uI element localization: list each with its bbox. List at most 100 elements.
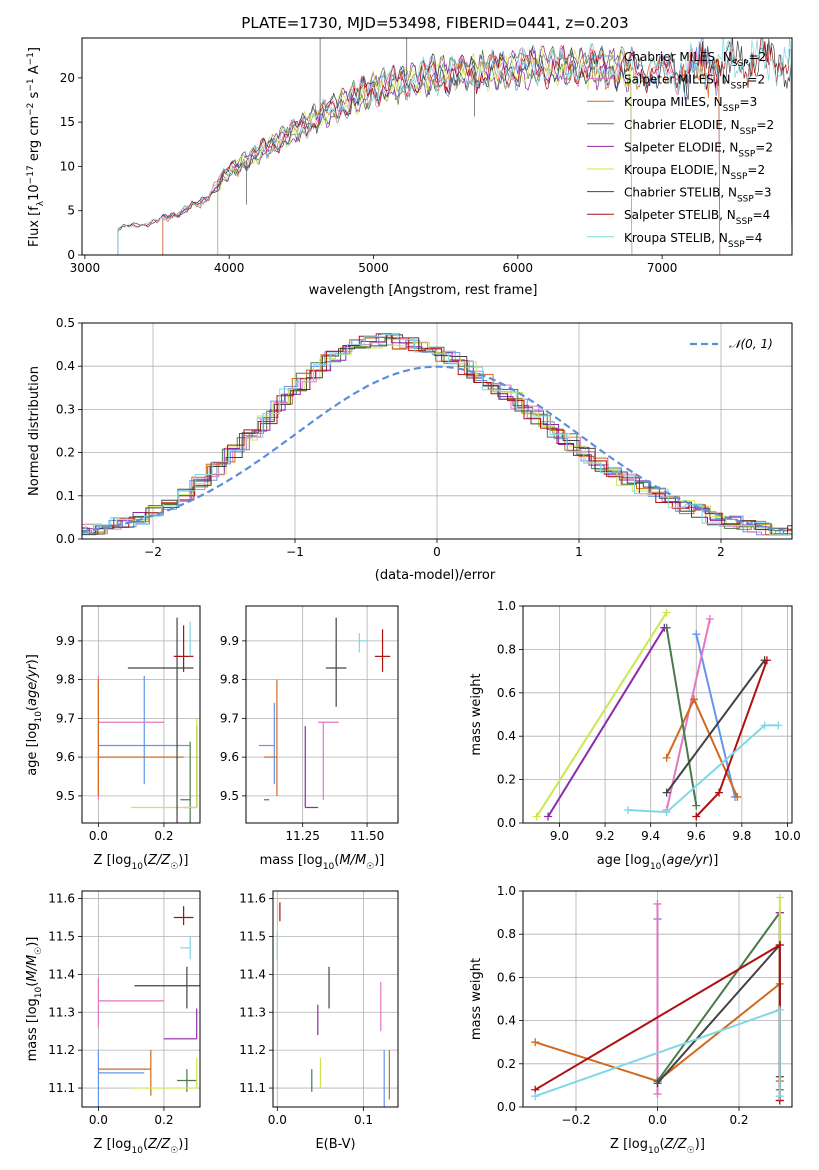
histogram-line: [82, 335, 792, 536]
y-tick-label: 1.0: [497, 599, 516, 613]
x-tick-label: 9.0: [550, 829, 569, 843]
y-tick-label: 11.3: [239, 1005, 266, 1019]
label-part: Flux [f: [27, 206, 42, 247]
y-tick-label: 9.8: [56, 673, 75, 687]
x-tick-label: 0.2: [729, 1113, 748, 1127]
x-tick-label: 6000: [503, 261, 534, 275]
label-part: =2: [749, 50, 767, 64]
label-part: −2: [26, 103, 36, 116]
label-part: A: [27, 65, 42, 78]
label-part: 10: [650, 862, 662, 872]
label-part: s: [27, 91, 42, 102]
label-part: SSP: [731, 82, 748, 92]
label-part: (: [334, 853, 339, 868]
label-part: )]: [178, 1137, 188, 1152]
weight-line: [665, 696, 739, 798]
x-tick-label: 4000: [214, 261, 245, 275]
weight-marker: [775, 893, 784, 902]
label-part: )]: [25, 937, 40, 947]
label-part: ☉: [687, 1146, 695, 1156]
weight-marker: [692, 801, 701, 810]
x-tick-label: 7000: [647, 261, 678, 275]
y-tick-label: 0.5: [56, 316, 75, 330]
plot-area: [117, 38, 792, 255]
x-tick-label: 3000: [70, 261, 101, 275]
label-part: )]: [25, 654, 40, 664]
label-part: 10: [27, 184, 42, 201]
weight-marker: [715, 788, 724, 797]
y-tick-label: 9.6: [220, 750, 239, 764]
label-part: Salpeter MILES, N: [624, 73, 731, 87]
y-tick-label: 0.6: [497, 686, 516, 700]
weight-marker: [774, 721, 783, 730]
label-part: Z [log: [94, 853, 132, 868]
label-part: )]: [374, 853, 384, 868]
y-axis-label: Normed distribution: [27, 366, 42, 496]
x-tick-label: 5000: [358, 261, 389, 275]
chart-weight_vs_Z: −0.2 0.0 0.2 0.0 0.2 0.4 0.6 0.8 1.0 Z [log10(Z/Z…: [469, 884, 793, 1156]
y-tick-label: 0.2: [497, 773, 516, 787]
x-tick-label: −0.2: [561, 1113, 590, 1127]
label-part: SSP: [731, 172, 748, 182]
label-part: −1: [26, 78, 36, 91]
label-part: =4: [753, 208, 771, 222]
legend-entry: Chabrier MILES, NSSP=2: [624, 50, 766, 69]
y-tick-label: 9.9: [56, 634, 75, 648]
label-part: =4: [745, 231, 763, 245]
label-part: SSP: [736, 217, 753, 227]
y-tick-label: 0.8: [497, 927, 516, 941]
label-part: ☉: [170, 1146, 178, 1156]
label-part: ☉: [34, 947, 44, 955]
weight-marker: [662, 753, 671, 762]
y-tick-label: 11.2: [239, 1043, 266, 1057]
x-axis-label: Z [log10(Z/Z☉)]: [94, 853, 189, 872]
label-part: (: [661, 853, 666, 868]
y-tick-label: 9.7: [56, 711, 75, 725]
label-part: Kroupa ELODIE, N: [624, 163, 731, 177]
x-tick-label: 0.0: [89, 1113, 108, 1127]
weight-marker: [653, 899, 662, 908]
histogram-line: [82, 333, 792, 536]
label-part: SSP: [738, 149, 755, 159]
weight-marker: [692, 630, 701, 639]
plot-area: [523, 891, 792, 1107]
label-part: 10: [131, 1146, 143, 1156]
weight-marker: [762, 656, 771, 665]
label-part: SSP: [732, 59, 749, 69]
label-part: age/yr: [666, 853, 709, 868]
label-part: erg cm: [27, 116, 42, 165]
y-tick-label: 9.9: [220, 634, 239, 648]
weight-marker: [653, 1090, 662, 1099]
x-tick-label: 11.25: [285, 829, 319, 843]
label-part: )]: [708, 853, 718, 868]
chart-mass_vs_Z: 0.0 0.211.111.211.311.411.511.6Z [log10(Z…: [25, 890, 201, 1156]
weight-marker: [660, 623, 669, 632]
label-part: (: [143, 853, 148, 868]
label-part: age/yr: [25, 663, 40, 706]
weight-line: [665, 659, 766, 794]
label-part: 10: [34, 711, 44, 723]
label-part: age [log: [25, 723, 40, 776]
y-axis-label: Flux [fλ10−17 erg cm−2 s−1 A−1]: [26, 47, 46, 247]
plot-area: [82, 891, 200, 1107]
x-tick-label: 0.0: [268, 1113, 287, 1127]
normal-curve: [82, 365, 790, 533]
y-tick-label: 11.6: [239, 892, 266, 906]
chart-age_vs_Z: 0.0 0.29.59.69.79.89.9Z [log10(Z/Z☉)]age …: [25, 605, 201, 872]
x-tick-label: 0: [433, 545, 441, 559]
x-axis-label: age [log10(age/yr)]: [597, 853, 719, 872]
legend-entry: Kroupa MILES, NSSP=3: [624, 95, 757, 114]
y-tick-label: 9.5: [220, 789, 239, 803]
y-tick-label: 11.1: [239, 1081, 266, 1095]
chart-mass_vs_ebv: 0.0 0.1 11.1 11.2 11.3 11.4 11.5 11.6: [239, 890, 399, 1127]
label-part: mass [log: [260, 853, 323, 868]
label-part: ]: [27, 47, 42, 52]
y-tick-label: 0.1: [56, 489, 75, 503]
label-part: M/M: [25, 955, 40, 982]
y-axis-label: mass weight: [469, 673, 484, 755]
axes-frame: [245, 605, 399, 824]
y-tick-label: 0.4: [56, 359, 75, 373]
y-tick-label: 0.3: [56, 402, 75, 416]
label-part: (: [659, 1137, 664, 1152]
